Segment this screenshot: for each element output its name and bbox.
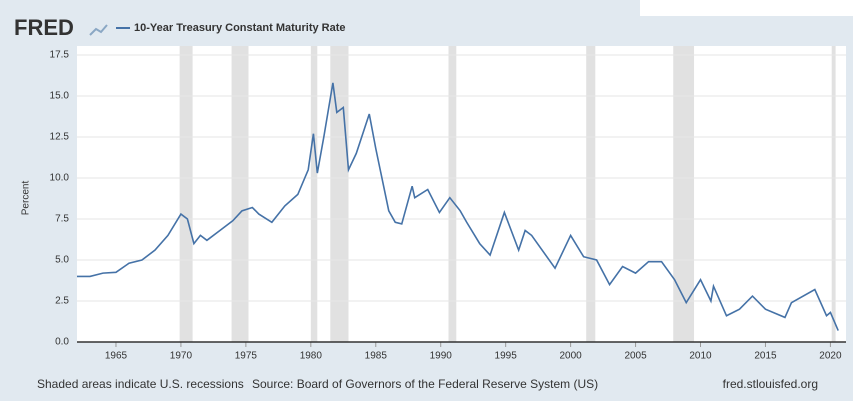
recession-band [831,46,836,342]
logo-icon [89,24,108,36]
recession-band [586,46,596,342]
x-tick-label: 1965 [105,351,128,362]
x-tick-label: 1980 [300,351,323,362]
y-tick-label: 2.5 [55,296,69,307]
y-tick-label: 5.0 [55,255,69,266]
x-tick-label: 2010 [689,351,712,362]
y-tick-label: 10.0 [50,173,70,184]
brand-logo: FRED [14,15,74,40]
y-axis-label: Percent [21,181,32,216]
x-tick-label: 2020 [819,351,842,362]
x-tick-label: 1975 [235,351,258,362]
source: Source: Board of Governors of the Federa… [252,377,598,391]
x-tick-label: 1970 [170,351,193,362]
x-tick-label: 1985 [365,351,388,362]
y-tick-label: 17.5 [50,50,70,61]
recession-band [330,46,349,342]
recession-band [448,46,457,342]
top-strip [640,0,853,16]
site-url: fred.stlouisfed.org [723,377,818,391]
recession-band [231,46,249,342]
y-tick-label: 12.5 [50,132,70,143]
plot-area [77,46,846,342]
recession-band [673,46,695,342]
x-tick-label: 2005 [624,351,647,362]
recession-band [179,46,193,342]
x-tick-label: 1990 [430,351,453,362]
recession-band [310,46,318,342]
y-tick-label: 15.0 [50,91,70,102]
x-tick-label: 2015 [754,351,777,362]
x-tick-label: 2000 [559,351,582,362]
recession-note: Shaded areas indicate U.S. recessions [37,377,244,391]
legend-label: 10-Year Treasury Constant Maturity Rate [134,22,346,34]
y-tick-label: 0.0 [55,337,69,348]
y-tick-label: 7.5 [55,214,69,225]
x-tick-label: 1995 [495,351,518,362]
series-line [77,82,839,331]
